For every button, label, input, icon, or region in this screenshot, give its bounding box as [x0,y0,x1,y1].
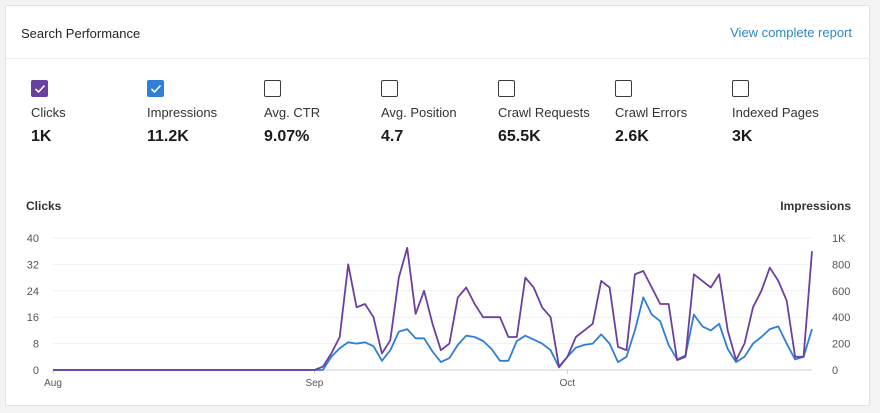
series-line-clicks [53,246,813,371]
metric-checkbox[interactable] [615,80,632,97]
metric-value: 11.2K [147,128,189,145]
metric-avg-position[interactable]: Avg. Position 4.7 [381,80,491,146]
left-tick-label: 24 [27,286,39,298]
metric-value: 4.7 [381,128,404,145]
card-title: Search Performance [21,26,141,41]
metric-checkbox[interactable] [147,80,164,97]
metric-value: 3K [732,128,753,145]
metric-clicks[interactable]: Clicks 1K [31,80,141,146]
metric-value: 65.5K [498,128,541,145]
left-tick-label: 0 [33,365,39,377]
right-tick-label: 400 [832,312,850,324]
metric-checkbox[interactable] [381,80,398,97]
metric-value: 2.6K [615,128,649,145]
left-tick-label: 40 [27,233,39,245]
left-axis-title: Clicks [26,199,62,213]
metric-label: Crawl Requests [498,105,590,120]
metric-crawl-errors[interactable]: Crawl Errors 2.6K [615,80,725,146]
metric-crawl-requests[interactable]: Crawl Requests 65.5K [498,80,608,146]
left-tick-label: 16 [27,312,39,324]
series-line-impressions [53,296,813,371]
metric-label: Clicks [31,105,66,120]
x-tick-label: Sep [306,378,324,389]
x-tick-label: Oct [560,378,576,389]
metric-checkbox[interactable] [498,80,515,97]
x-tick-label: Aug [44,378,62,389]
metric-label: Impressions [147,105,218,120]
metric-indexed-pages[interactable]: Indexed Pages 3K [732,80,842,146]
search-performance-card: Search Performance View complete report … [5,5,870,406]
metric-label: Crawl Errors [615,105,688,120]
metric-checkbox[interactable] [264,80,281,97]
metric-impressions[interactable]: Impressions 11.2K [147,80,257,146]
metric-checkbox[interactable] [31,80,48,97]
metric-checkbox[interactable] [732,80,749,97]
metric-value: 9.07% [264,128,310,145]
view-complete-report-link[interactable]: View complete report [730,25,852,40]
metric-label: Avg. CTR [264,105,321,120]
metric-avg-ctr[interactable]: Avg. CTR 9.07% [264,80,374,146]
right-tick-label: 200 [832,339,850,351]
right-tick-label: 600 [832,286,850,298]
metric-label: Indexed Pages [732,105,819,120]
card-header: Search Performance View complete report [6,6,869,59]
right-tick-label: 800 [832,259,850,271]
metric-value: 1K [31,128,52,145]
right-tick-label: 0 [832,365,838,377]
left-tick-label: 32 [27,259,39,271]
right-axis-title: Impressions [780,199,851,213]
left-tick-label: 8 [33,339,39,351]
right-tick-label: 1K [832,233,846,245]
metric-label: Avg. Position [381,105,457,120]
